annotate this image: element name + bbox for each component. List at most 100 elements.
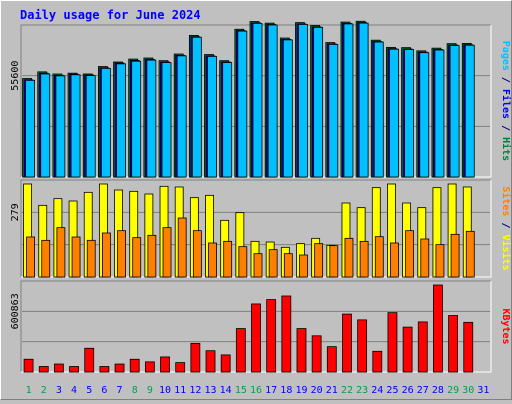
bar-pages-day-24	[373, 41, 384, 178]
bar-pages-day-4	[70, 74, 81, 178]
chart-title: Daily usage for June 2024	[20, 8, 201, 22]
day-label-23: 23	[356, 385, 368, 396]
bar-pages-day-21	[328, 44, 339, 178]
bar-sites-day-19	[299, 254, 308, 278]
bar-sites-day-12	[192, 230, 202, 278]
panel-hits-files-pages-max-label: 55600	[10, 61, 21, 91]
bar-kbytes-day-22	[342, 313, 352, 373]
bar-sites-day-20	[314, 243, 324, 278]
bar-kbytes-day-21	[326, 346, 337, 373]
bar-pages-day-29	[449, 45, 460, 178]
legend-part: /	[500, 71, 511, 89]
bar-sites-day-4	[71, 236, 81, 278]
bar-kbytes-day-24	[372, 350, 383, 373]
bar-pages-day-1	[25, 79, 35, 178]
day-label-8: 8	[132, 385, 138, 396]
bar-sites-day-5	[86, 239, 96, 278]
legend-part: Visits	[500, 235, 512, 271]
bar-pages-day-18	[282, 39, 293, 178]
day-label-5: 5	[86, 385, 92, 396]
bar-sites-day-16	[253, 253, 263, 278]
bar-sites-day-10	[162, 227, 172, 278]
day-label-25: 25	[386, 385, 398, 396]
bar-pages-day-9	[146, 59, 157, 178]
panel-kbytes-max-label: 600863	[10, 293, 21, 329]
bar-sites-day-15	[238, 246, 248, 278]
panel-kbytes-legend: KBytes	[500, 308, 511, 344]
legend-part: KBytes	[500, 308, 511, 344]
day-label-3: 3	[56, 385, 62, 396]
day-label-15: 15	[235, 385, 247, 396]
day-label-9: 9	[147, 385, 153, 396]
bar-pages-day-12	[191, 36, 202, 178]
bar-sites-day-26	[405, 230, 415, 278]
day-label-19: 19	[295, 385, 307, 396]
day-label-28: 28	[432, 385, 444, 396]
bar-pages-day-17	[267, 24, 278, 178]
bar-kbytes-day-20	[311, 335, 322, 373]
day-label-21: 21	[326, 385, 338, 396]
bar-sites-day-21	[329, 245, 339, 278]
bar-kbytes-day-2	[38, 366, 49, 373]
day-label-24: 24	[371, 385, 383, 396]
day-label-13: 13	[204, 385, 216, 396]
bar-kbytes-day-27	[417, 321, 428, 373]
bar-sites-day-23	[359, 240, 369, 278]
bar-sites-day-13	[208, 242, 217, 278]
bar-pages-day-15	[237, 30, 248, 178]
bar-kbytes-day-17	[266, 299, 277, 373]
bar-kbytes-day-28	[433, 284, 443, 373]
day-label-27: 27	[417, 385, 429, 396]
bar-sites-day-3	[56, 227, 66, 278]
bar-kbytes-day-23	[357, 319, 368, 373]
bar-pages-day-6	[100, 67, 111, 178]
legend-part: Hits	[500, 137, 512, 161]
bar-sites-day-24	[374, 236, 384, 278]
day-label-7: 7	[117, 385, 123, 396]
bar-pages-day-27	[419, 52, 430, 178]
bar-pages-day-10	[161, 62, 172, 178]
panel-hits-files-pages-legend: Pages / Files / Hits	[500, 41, 512, 161]
bar-sites-day-30	[465, 230, 475, 278]
bar-kbytes-day-19	[296, 328, 307, 373]
bar-sites-day-18	[283, 253, 293, 278]
bar-sites-day-7	[117, 230, 126, 278]
day-label-31: 31	[477, 385, 489, 396]
day-label-10: 10	[159, 385, 171, 396]
day-label-1: 1	[26, 385, 32, 396]
bar-kbytes-day-29	[448, 315, 458, 373]
day-label-14: 14	[220, 385, 232, 396]
day-label-18: 18	[280, 385, 292, 396]
bar-pages-day-22	[343, 23, 354, 178]
bar-kbytes-day-3	[54, 363, 64, 373]
bar-pages-day-11	[176, 55, 187, 178]
bar-kbytes-day-26	[402, 326, 413, 373]
bar-pages-day-26	[404, 49, 415, 178]
bar-pages-day-19	[298, 24, 308, 178]
bar-kbytes-day-13	[205, 350, 216, 373]
day-label-12: 12	[189, 385, 201, 396]
bar-sites-day-29	[450, 233, 460, 278]
bar-kbytes-day-14	[220, 354, 231, 373]
day-label-16: 16	[250, 385, 262, 396]
legend-part: /	[500, 216, 511, 234]
legend-part: Sites	[500, 186, 512, 216]
legend-part: Files	[500, 89, 512, 119]
panel-kbytes-border-dark	[20, 280, 491, 372]
bar-sites-day-28	[435, 244, 445, 278]
bar-sites-day-2	[41, 239, 51, 278]
bar-kbytes-day-9	[144, 361, 155, 373]
bar-sites-day-1	[26, 236, 35, 278]
bar-pages-day-28	[434, 49, 445, 178]
bar-pages-day-16	[252, 23, 263, 178]
bar-kbytes-day-5	[84, 347, 95, 373]
bar-kbytes-day-6	[99, 366, 110, 373]
day-label-4: 4	[71, 385, 77, 396]
bar-sites-day-14	[223, 240, 233, 278]
bar-kbytes-day-1	[23, 358, 34, 373]
bar-kbytes-day-16	[251, 303, 261, 373]
bar-kbytes-day-8	[129, 358, 140, 373]
panel-visits-sites-max-label: 279	[10, 203, 21, 221]
